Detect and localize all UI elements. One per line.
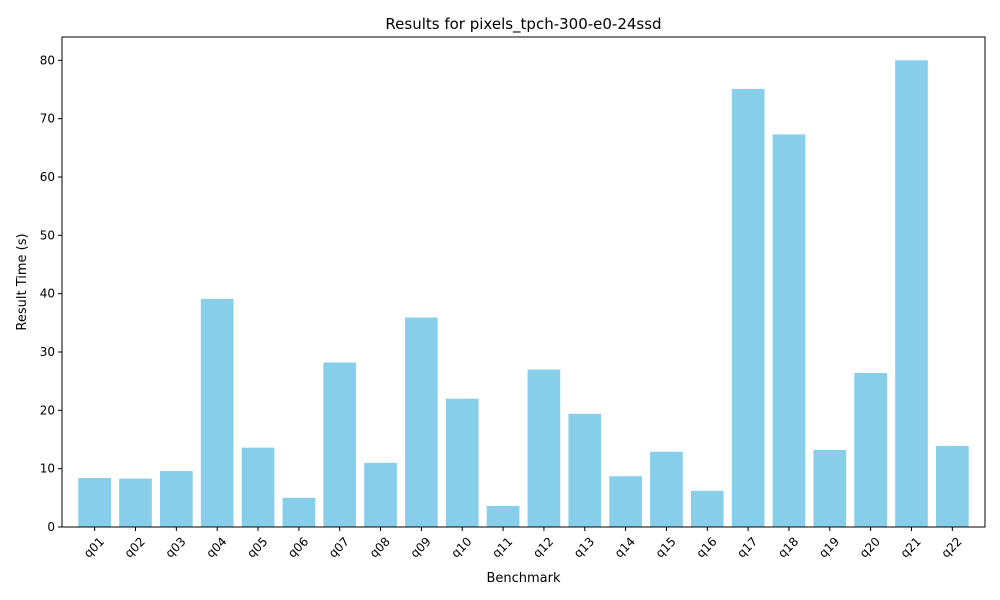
x-tick-label: q12 — [530, 534, 556, 560]
bar-q17 — [731, 88, 765, 528]
x-tick-label: q07 — [326, 534, 352, 560]
bar-q22 — [935, 445, 969, 527]
y-tick-label: 50 — [40, 228, 55, 242]
y-axis-ticks: 0 10 20 30 40 50 60 70 80 — [40, 53, 62, 534]
x-tick-label: q20 — [857, 534, 883, 560]
bar-q13 — [568, 413, 602, 527]
bar-q18 — [772, 134, 806, 527]
plot-frame — [61, 36, 986, 528]
bar-q01 — [78, 478, 112, 527]
bar-q12 — [527, 369, 561, 527]
y-tick-label: 70 — [40, 112, 55, 126]
y-tick-label: 10 — [40, 462, 55, 476]
chart-title: Results for pixels_tpch-300-e0-24ssd — [385, 15, 661, 34]
x-tick-label: q22 — [939, 534, 965, 560]
y-tick-label: 40 — [40, 287, 55, 301]
x-tick-label: q08 — [367, 534, 393, 560]
y-tick-label: 20 — [40, 403, 55, 417]
x-tick-label: q03 — [163, 534, 189, 560]
bar-q19 — [813, 450, 847, 527]
bar-q10 — [445, 398, 479, 527]
bar-q05 — [241, 447, 275, 527]
bar-q11 — [486, 506, 520, 527]
x-tick-label: q18 — [775, 534, 801, 560]
bar-q21 — [895, 60, 928, 527]
x-tick-label: q19 — [816, 534, 842, 560]
x-tick-label: q09 — [408, 534, 434, 560]
x-tick-label: q21 — [898, 534, 924, 560]
bar-q02 — [119, 478, 152, 527]
x-tick-label: q17 — [734, 534, 760, 560]
bar-q04 — [200, 298, 234, 527]
x-tick-label: q15 — [653, 534, 679, 560]
bar-q07 — [323, 362, 357, 527]
x-tick-label: q02 — [122, 534, 148, 560]
x-tick-label: q01 — [81, 534, 107, 560]
bar-q06 — [282, 497, 316, 527]
x-tick-label: q16 — [694, 534, 720, 560]
x-tick-label: q04 — [203, 534, 229, 560]
y-tick-label: 80 — [40, 53, 55, 67]
bar-q14 — [609, 476, 642, 527]
x-tick-label: q11 — [489, 534, 515, 560]
bar-q08 — [364, 462, 397, 527]
x-tick-label: q05 — [244, 534, 270, 560]
x-tick-label: q06 — [285, 534, 311, 560]
bars-group — [78, 60, 969, 528]
x-tick-label: q13 — [571, 534, 597, 560]
bar-q16 — [690, 490, 724, 527]
bar-q15 — [650, 451, 683, 527]
bar-q03 — [160, 471, 193, 527]
x-tick-label: q10 — [448, 534, 474, 560]
x-axis-label: Benchmark — [486, 571, 561, 586]
bar-q09 — [405, 317, 438, 527]
x-axis-ticks: q01 q02 q03 q04 q05 q06 q07 q08 q09 q10 q11 q12 q13 q… — [81, 527, 965, 561]
x-tick-label: q14 — [612, 534, 638, 560]
bar-q20 — [854, 373, 887, 527]
y-tick-label: 60 — [40, 170, 55, 184]
y-axis-label: Result Time (s) — [15, 233, 30, 330]
y-tick-label: 30 — [40, 345, 55, 359]
y-tick-label: 0 — [47, 520, 55, 534]
